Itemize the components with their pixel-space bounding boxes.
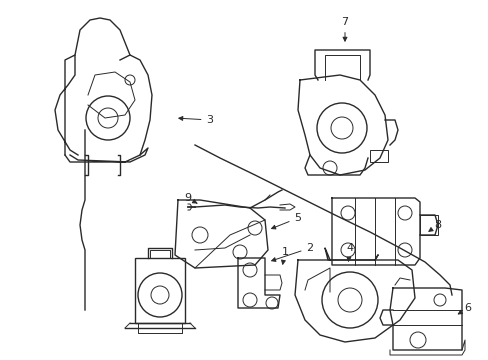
Circle shape bbox=[330, 117, 352, 139]
Circle shape bbox=[397, 206, 411, 220]
Text: 3: 3 bbox=[179, 115, 213, 125]
Bar bbox=[419, 215, 437, 235]
Circle shape bbox=[151, 286, 169, 304]
Circle shape bbox=[337, 288, 361, 312]
Text: 2: 2 bbox=[271, 243, 313, 261]
Circle shape bbox=[86, 96, 130, 140]
Circle shape bbox=[397, 243, 411, 257]
Bar bbox=[135, 258, 184, 323]
Circle shape bbox=[243, 263, 257, 277]
Text: 1: 1 bbox=[281, 247, 288, 264]
Circle shape bbox=[321, 272, 377, 328]
Circle shape bbox=[433, 294, 445, 306]
Circle shape bbox=[232, 245, 246, 259]
Circle shape bbox=[98, 108, 118, 128]
Circle shape bbox=[243, 293, 257, 307]
Circle shape bbox=[409, 332, 425, 348]
Circle shape bbox=[247, 221, 262, 235]
Circle shape bbox=[340, 206, 354, 220]
Circle shape bbox=[192, 227, 207, 243]
Circle shape bbox=[138, 273, 182, 317]
Circle shape bbox=[323, 161, 336, 175]
Circle shape bbox=[340, 243, 354, 257]
Circle shape bbox=[316, 103, 366, 153]
Bar bbox=[369, 150, 387, 162]
Text: 6: 6 bbox=[457, 303, 470, 314]
Text: 7: 7 bbox=[341, 17, 348, 41]
Text: 4: 4 bbox=[346, 243, 353, 261]
Text: 5: 5 bbox=[271, 213, 301, 229]
Circle shape bbox=[265, 297, 278, 309]
Text: 8: 8 bbox=[428, 220, 441, 231]
Text: 9: 9 bbox=[184, 193, 197, 203]
Circle shape bbox=[125, 75, 135, 85]
